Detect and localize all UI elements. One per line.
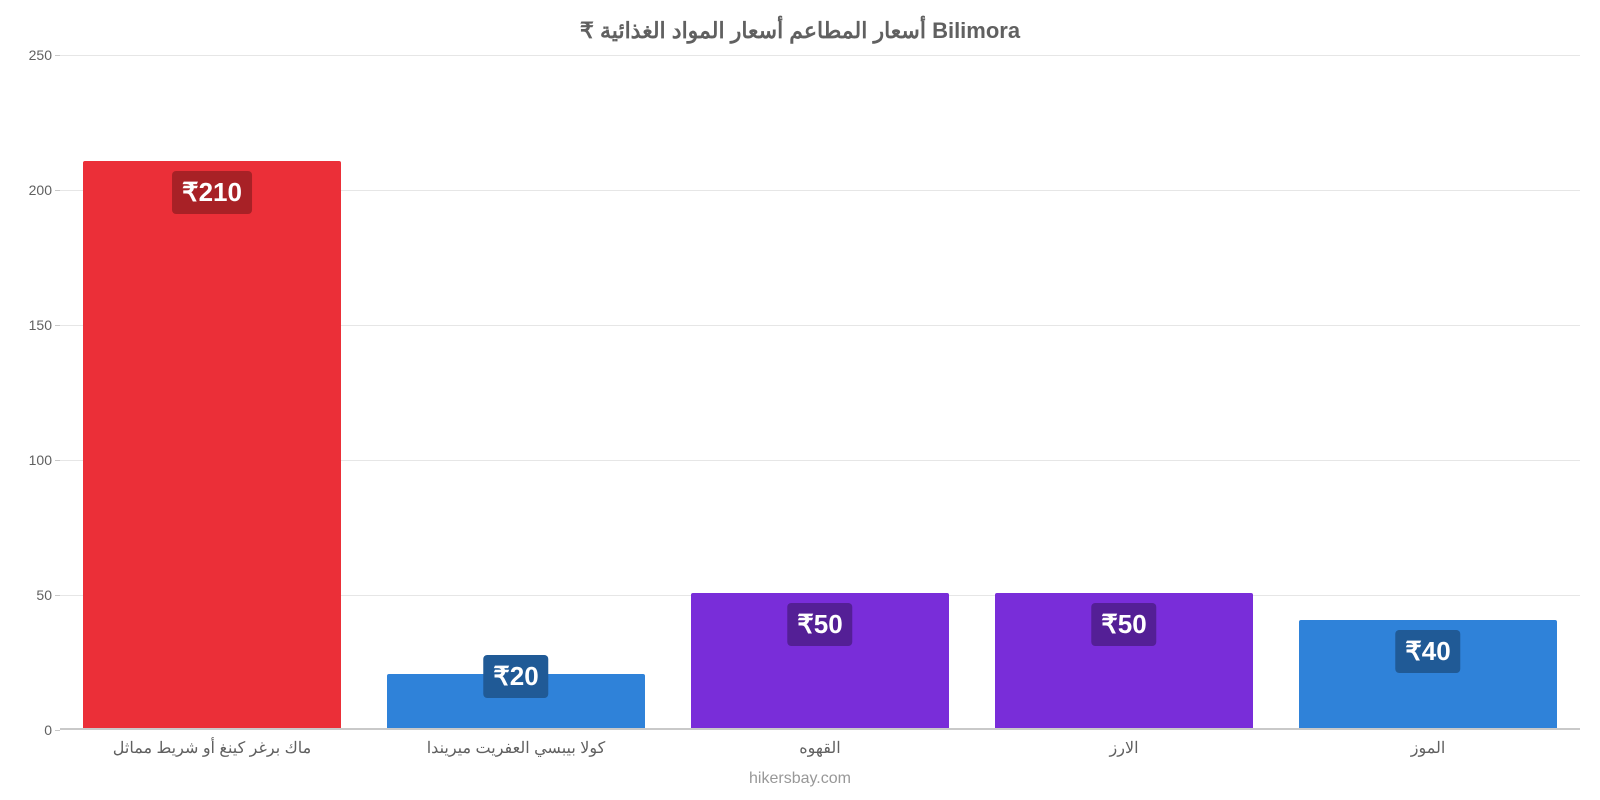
- bar: ₹50: [995, 593, 1253, 728]
- chart-title: ₹ أسعار المطاعم أسعار المواد الغذائية Bi…: [0, 18, 1600, 44]
- value-badge: ₹40: [1395, 630, 1460, 673]
- ytick-label: 250: [29, 47, 60, 63]
- bar: ₹40: [1299, 620, 1557, 728]
- value-badge: ₹20: [483, 655, 548, 698]
- xtick-label: القهوه: [799, 728, 840, 758]
- ytick-label: 0: [44, 722, 60, 738]
- xtick-label: ماك برغر كينغ أو شريط مماثل: [113, 728, 311, 758]
- gridline: [60, 55, 1580, 56]
- ytick-label: 50: [36, 587, 60, 603]
- value-badge: ₹210: [172, 171, 252, 214]
- value-badge: ₹50: [1091, 603, 1156, 646]
- ytick-label: 100: [29, 452, 60, 468]
- bar: ₹50: [691, 593, 949, 728]
- value-badge: ₹50: [787, 603, 852, 646]
- xtick-label: كولا بيبسي العفريت ميريندا: [427, 728, 606, 758]
- xtick-label: الموز: [1411, 728, 1446, 758]
- watermark: hikersbay.com: [0, 770, 1600, 788]
- xtick-label: الارز: [1109, 728, 1138, 758]
- bar: ₹20: [387, 674, 645, 728]
- ytick-label: 200: [29, 182, 60, 198]
- ytick-label: 150: [29, 317, 60, 333]
- plot-area: 050100150200250₹210ماك برغر كينغ أو شريط…: [60, 55, 1580, 730]
- bar: ₹210: [83, 161, 341, 728]
